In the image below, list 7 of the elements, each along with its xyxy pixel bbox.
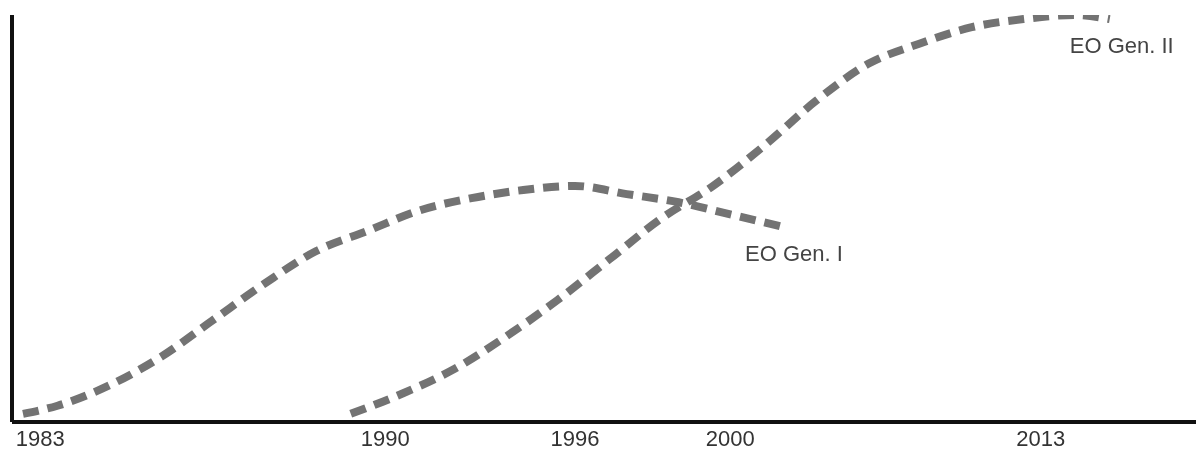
series-label: EO Gen. II: [1069, 33, 1174, 59]
x-tick-label: 1996: [550, 425, 600, 451]
x-tick-label: 1983: [15, 425, 65, 451]
x-tick-label: 2013: [1016, 425, 1066, 451]
series-label: EO Gen. I: [745, 240, 843, 266]
x-tick-label: 1990: [360, 425, 410, 451]
x-tick-label: 2000: [705, 425, 755, 451]
